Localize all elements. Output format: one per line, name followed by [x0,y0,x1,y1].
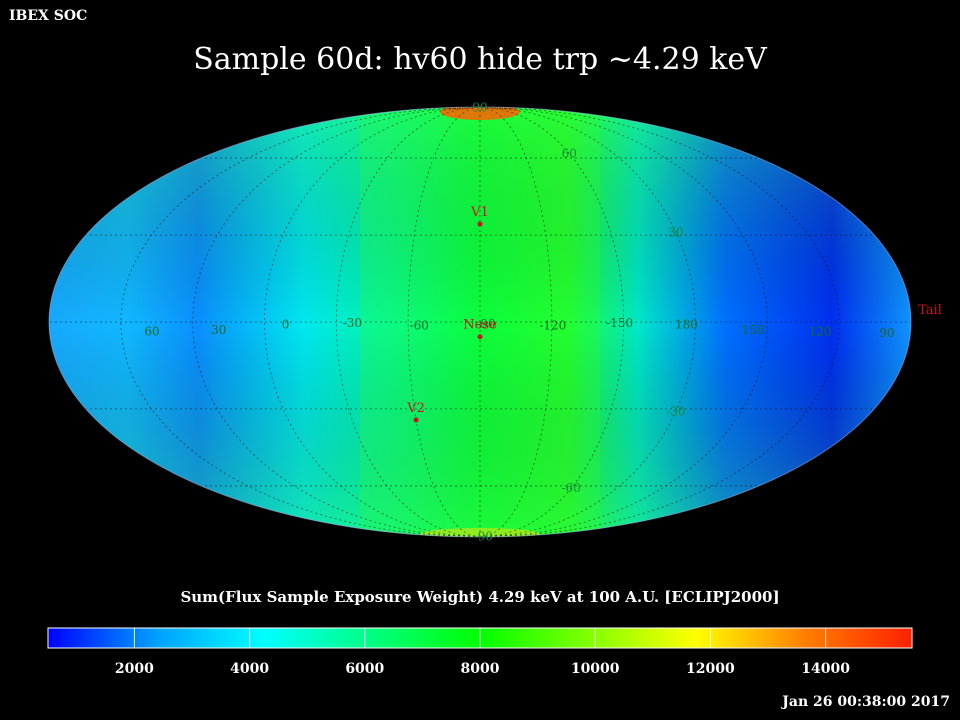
lon-label: 150 [742,323,765,337]
lon-label: 90 [879,326,894,340]
colorbar: 2000 4000 6000 8000 10000 12000 14000 [47,627,913,677]
lon-label: 60 [144,325,159,339]
map-markers: V1 Nose V2 Tail [406,205,942,423]
colorbar-ticks: 2000 4000 6000 8000 10000 12000 14000 [115,628,850,677]
graticule-labels: 90 60 30 -30 -60 -90 60 30 0 -30 -60 -90 -120 -150 180… [144,101,894,544]
lat-label: -30 [666,405,685,419]
lon-label: 120 [809,325,832,339]
colorbar-title: Sum(Flux Sample Exposure Weight) 4.29 ke… [180,588,780,606]
lon-label: 0 [282,318,290,332]
map-title: Sample 60d: hv60 hide trp ~4.29 keV [193,42,767,77]
lat-label: -90 [474,529,493,543]
lon-label: -60 [410,319,429,333]
org-label: IBEX SOC [9,8,88,24]
colorbar-tick-label: 10000 [571,661,620,677]
marker-dot [413,417,419,423]
lon-label: -150 [606,316,633,330]
colorbar-tick-label: 8000 [461,661,500,677]
timestamp: Jan 26 00:38:00 2017 [782,694,950,710]
marker-label: Nose [463,318,497,333]
colorbar-tick-label: 4000 [230,661,269,677]
lon-label: 30 [211,323,226,337]
lat-label: 30 [668,225,683,239]
lon-label: 180 [675,318,698,332]
map-boundary [48,106,912,538]
colorbar-tick-label: 2000 [115,661,154,677]
lat-label: 60 [562,147,577,161]
marker-dot [477,221,483,227]
marker-label: Tail [918,303,942,318]
marker-dot [477,334,483,340]
lat-label: 90 [472,101,487,115]
sky-map: 90 60 30 -30 -60 -90 60 30 0 -30 -60 -90 -120 -150 180… [48,101,942,544]
lat-label: -60 [561,481,580,495]
lon-label: -30 [343,316,362,330]
colorbar-tick-label: 6000 [345,661,384,677]
colorbar-tick-label: 12000 [686,661,735,677]
marker-label: V1 [470,205,489,220]
colorbar-tick-label: 14000 [801,661,850,677]
lon-label: -120 [539,319,566,333]
lon-label: -90 [476,317,495,331]
marker-label: V2 [406,401,425,416]
